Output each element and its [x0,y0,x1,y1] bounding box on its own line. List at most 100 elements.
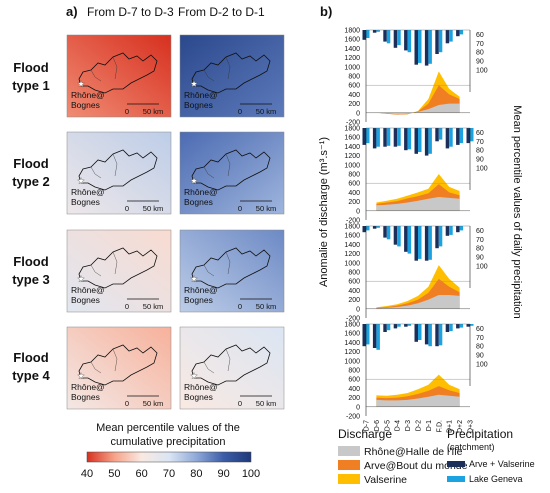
river-line [203,153,231,179]
precip-bar [438,128,443,140]
discharge-tick-label: -200 [346,414,360,421]
river-line [203,56,231,82]
precip-tick-label: 100 [476,264,488,271]
row-label-1-line1: Flood [13,60,48,75]
legend: Discharge Rhône@Halle de l'île Arve@Bout … [338,427,535,486]
scalebar-distance: 50 km [256,302,276,311]
precip-bar [445,226,450,236]
row-labels: Flood type 1 Flood type 2 Flood type 3 F… [12,60,50,383]
col-title-early: From D-7 to D-3 [87,5,174,19]
precip-bar [383,128,387,147]
river-line [90,348,118,374]
river-line [90,153,118,179]
precip-tick-label: 70 [476,139,484,146]
discharge-tick-label: 1600 [344,135,360,142]
precip-bar [424,30,429,66]
discharge-tick-label: -200 [346,316,360,323]
row-label-4-line2: type 4 [12,368,50,383]
map-type2-early: Rhône@Bognes 0 50 km [66,131,172,215]
discharge-tick-label: 200 [348,101,360,108]
discharge-tick-label: 400 [348,288,360,295]
x-tick-label: D-5 [384,420,391,431]
discharge-tick-label: 600 [348,377,360,384]
precip-tick-label: 100 [476,166,488,173]
chart-flood-type-1: -200 0 200 400 600 800 1000 1200 1400 1600 1800 60 7… [344,28,487,127]
precip-bar [393,226,398,245]
discharge-tick-label: 1400 [344,46,360,53]
precip-bar [376,128,380,147]
x-tick-label: D-6 [374,420,381,431]
precip-bar [404,324,408,327]
colorbar-tick-label: 40 [81,468,93,480]
catchment-outline [191,247,271,289]
legend-swatch [338,460,360,470]
river-line [90,251,118,277]
row-label-3-line1: Flood [13,254,48,269]
discharge-tick-label: 800 [348,172,360,179]
discharge-tick-label: 0 [356,306,360,313]
map-background [179,229,285,313]
precip-tick-label: 100 [476,68,488,75]
station-label-line2: Bognes [71,100,100,110]
precip-bar [407,128,412,150]
x-tick-label: D-7 [364,420,371,431]
precip-tick-label: 80 [476,344,484,351]
discharge-tick-label: 1000 [344,358,360,365]
discharge-tick-label: 1000 [344,162,360,169]
precip-bar [404,226,408,252]
precip-bar [397,30,401,46]
discharge-tick-label: 0 [356,110,360,117]
precip-bar [386,128,391,146]
catchment-outline [78,149,158,191]
station-star-icon [77,275,85,283]
colorbar-title-line1: Mean percentile values of the [96,422,240,434]
discharge-tick-label: 1200 [344,251,360,258]
row-label-4-line1: Flood [13,350,48,365]
scalebar-zero: 0 [238,399,242,408]
colorbar-tick-label: 100 [242,468,260,480]
precip-bar [428,226,432,260]
precip-tick-label: 60 [476,326,484,333]
scalebar-zero: 0 [125,302,129,311]
discharge-tick-label: 400 [348,92,360,99]
discharge-tick-label: 1800 [344,224,360,231]
station-label-line2: Bognes [184,392,213,402]
precip-bar [386,226,391,240]
precip-bar [445,128,450,149]
precip-bar [362,30,366,40]
col-title-late: From D-2 to D-1 [178,5,265,19]
discharge-tick-label: 600 [348,181,360,188]
scalebar-distance: 50 km [256,107,276,116]
precip-bar [449,324,453,332]
precip-tick-label: 60 [476,130,484,137]
precip-bar [393,128,398,147]
precip-bar [376,30,380,32]
colorbar-tick-label: 70 [163,468,175,480]
catchment-outline [191,149,271,191]
discharge-tick-label: 1400 [344,242,360,249]
discharge-tick-label: 400 [348,190,360,197]
colorbar [86,451,252,463]
precip-tick-label: 70 [476,41,484,48]
precip-bar [459,226,464,231]
precip-bar [414,226,418,261]
station-label-line2: Bognes [184,295,213,305]
panel-b-label: b) [320,4,332,19]
x-tick-label: D-1 [426,420,433,431]
precip-bar [376,324,380,350]
x-tick-label: D+1 [447,420,454,433]
area-rh-ne-halle-de-l-le [376,295,460,309]
chart-flood-type-4: -200 0 200 400 600 800 1000 1200 1400 1600 1800 60 7… [344,322,487,421]
legend-swatch [447,476,465,482]
scalebar-distance: 50 km [256,399,276,408]
discharge-tick-label: 600 [348,83,360,90]
discharge-tick-label: 400 [348,386,360,393]
scalebar-distance: 50 km [143,204,163,213]
discharge-tick-label: 1200 [344,349,360,356]
discharge-tick-label: 1600 [344,233,360,240]
station-label-line1: Rhône@ [71,285,105,295]
x-tick-label: D-3 [405,420,412,431]
station-label-line2: Bognes [71,197,100,207]
ylabel-left: Anomalie of discharge (m³.s⁻¹) [318,137,330,287]
